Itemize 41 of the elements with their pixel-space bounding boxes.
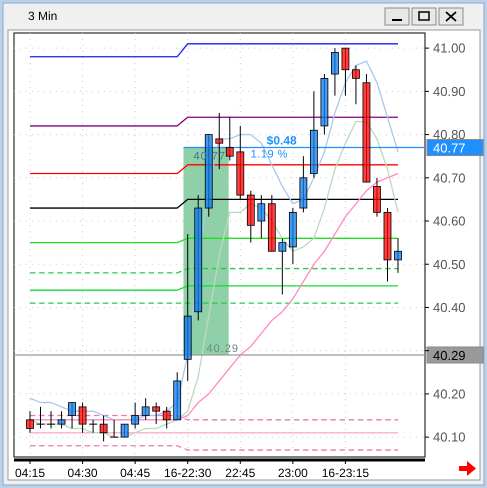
candlestick xyxy=(68,402,76,429)
y-tick-label: 40.20 xyxy=(433,386,466,402)
candlestick xyxy=(352,64,360,105)
candlestick xyxy=(131,402,140,429)
candlestick xyxy=(120,424,129,438)
annotation: $0.48 xyxy=(266,134,298,148)
candlestick xyxy=(394,238,402,274)
candlestick xyxy=(110,419,119,438)
chart-title: 3 Min xyxy=(28,9,58,23)
x-tick-label: 04:30 xyxy=(68,466,98,480)
y-tick-label: 40.70 xyxy=(433,170,466,186)
candlestick xyxy=(100,415,108,442)
y-tick-label: 40.10 xyxy=(433,430,466,445)
candlestick xyxy=(46,410,56,429)
candlestick xyxy=(331,48,339,96)
x-tick-label: 04:45 xyxy=(120,466,150,480)
x-tick-label: 16-23:15 xyxy=(322,466,370,480)
ref-line-label: 40.29 xyxy=(433,348,466,363)
candlestick xyxy=(78,402,86,434)
candlestick xyxy=(152,402,160,425)
candlestick xyxy=(88,419,98,434)
y-tick-label: 40.90 xyxy=(433,84,466,99)
annotation: 1.19 % xyxy=(250,148,288,161)
y-tick-label: 41.00 xyxy=(433,40,466,56)
candlestick xyxy=(226,116,234,162)
candlestick xyxy=(162,406,171,429)
ref-line-label: 40.77 xyxy=(433,140,466,156)
x-tick-label: 22:45 xyxy=(225,466,256,480)
candlestick xyxy=(142,398,150,420)
x-tick-label: 04:15 xyxy=(14,466,46,480)
candlestick xyxy=(36,406,46,429)
y-tick-label: 40.50 xyxy=(433,256,466,272)
y-tick-label: 40.80 xyxy=(433,127,466,142)
y-tick-label: 40.60 xyxy=(433,214,466,229)
candlestick xyxy=(58,410,66,429)
y-tick-label: 40.40 xyxy=(433,300,466,316)
x-tick-label: 23:00 xyxy=(278,466,308,480)
candlestick xyxy=(278,238,286,295)
candlestick xyxy=(26,410,34,434)
candlestick xyxy=(342,48,350,96)
x-tick-label: 16-22:30 xyxy=(164,466,212,480)
